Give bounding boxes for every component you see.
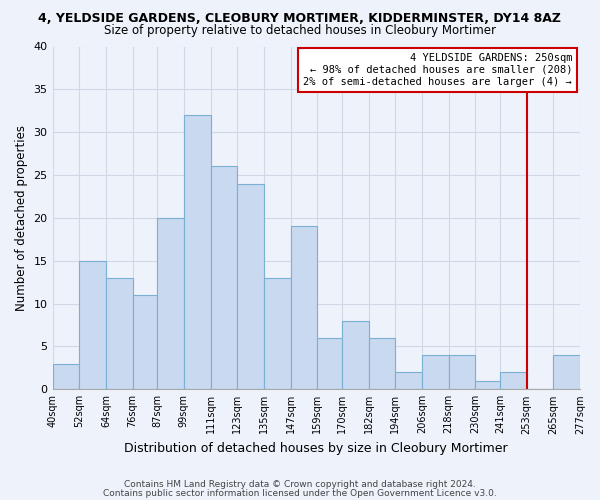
Text: Contains HM Land Registry data © Crown copyright and database right 2024.: Contains HM Land Registry data © Crown c… xyxy=(124,480,476,489)
Bar xyxy=(422,355,449,390)
Text: 4, YELDSIDE GARDENS, CLEOBURY MORTIMER, KIDDERMINSTER, DY14 8AZ: 4, YELDSIDE GARDENS, CLEOBURY MORTIMER, … xyxy=(38,12,562,26)
Text: Size of property relative to detached houses in Cleobury Mortimer: Size of property relative to detached ho… xyxy=(104,24,496,37)
Bar xyxy=(264,278,290,390)
X-axis label: Distribution of detached houses by size in Cleobury Mortimer: Distribution of detached houses by size … xyxy=(124,442,508,455)
Bar xyxy=(106,278,133,390)
Bar xyxy=(475,380,500,390)
Bar xyxy=(449,355,475,390)
Bar xyxy=(368,338,395,390)
Bar xyxy=(53,364,79,390)
Bar xyxy=(211,166,237,390)
Y-axis label: Number of detached properties: Number of detached properties xyxy=(15,125,28,311)
Bar xyxy=(500,372,527,390)
Bar xyxy=(317,338,342,390)
Bar xyxy=(157,218,184,390)
Bar xyxy=(133,295,157,390)
Bar xyxy=(342,320,368,390)
Bar xyxy=(184,115,211,390)
Bar xyxy=(395,372,422,390)
Bar xyxy=(79,261,106,390)
Bar xyxy=(290,226,317,390)
Text: 4 YELDSIDE GARDENS: 250sqm
← 98% of detached houses are smaller (208)
2% of semi: 4 YELDSIDE GARDENS: 250sqm ← 98% of deta… xyxy=(304,54,572,86)
Bar xyxy=(237,184,264,390)
Text: Contains public sector information licensed under the Open Government Licence v3: Contains public sector information licen… xyxy=(103,488,497,498)
Bar xyxy=(553,355,580,390)
